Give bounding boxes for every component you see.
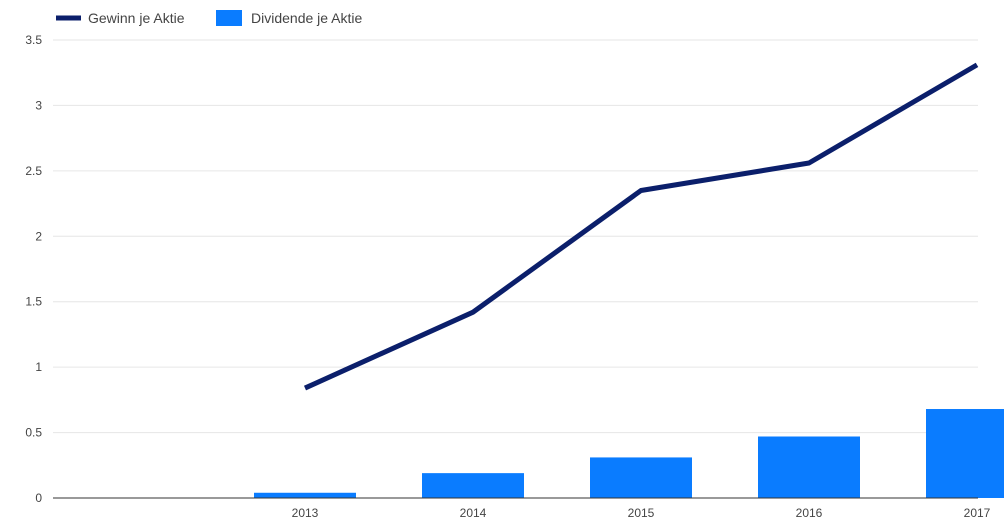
legend-label-bar: Dividende je Aktie xyxy=(251,10,363,26)
y-tick-label: 3 xyxy=(35,98,42,112)
y-tick-label: 2 xyxy=(35,229,42,243)
legend: Gewinn je Aktie Dividende je Aktie xyxy=(56,10,363,26)
y-tick-label: 0 xyxy=(35,491,42,505)
y-tick-label: 0.5 xyxy=(25,426,42,440)
y-axis-ticks: 0 0.5 1 1.5 2 2.5 3 3.5 xyxy=(25,33,42,505)
dividend-bar[interactable] xyxy=(422,473,524,498)
dividend-bar[interactable] xyxy=(254,492,356,498)
x-tick-label: 2013 xyxy=(292,506,319,520)
y-tick-label: 2.5 xyxy=(25,164,42,178)
x-tick-label: 2014 xyxy=(460,506,487,520)
legend-bar-swatch xyxy=(216,10,242,26)
dividend-bar[interactable] xyxy=(590,457,692,498)
legend-item-line[interactable]: Gewinn je Aktie xyxy=(56,10,185,26)
y-tick-label: 3.5 xyxy=(25,33,42,47)
dividend-bar[interactable] xyxy=(926,409,1004,498)
x-tick-label: 2017 xyxy=(964,506,991,520)
y-tick-label: 1 xyxy=(35,360,42,374)
gridlines xyxy=(53,39,978,434)
y-tick-label: 1.5 xyxy=(25,295,42,309)
legend-label-line: Gewinn je Aktie xyxy=(88,10,185,26)
x-axis-ticks: 2013 2014 2015 2016 2017 xyxy=(292,506,991,520)
legend-item-bar[interactable]: Dividende je Aktie xyxy=(216,10,363,26)
profit-line-group xyxy=(303,62,979,391)
dividend-bars xyxy=(254,409,1004,498)
x-tick-label: 2016 xyxy=(796,506,823,520)
profit-line[interactable] xyxy=(303,62,979,391)
x-tick-label: 2015 xyxy=(628,506,655,520)
dividend-bar[interactable] xyxy=(758,436,860,498)
